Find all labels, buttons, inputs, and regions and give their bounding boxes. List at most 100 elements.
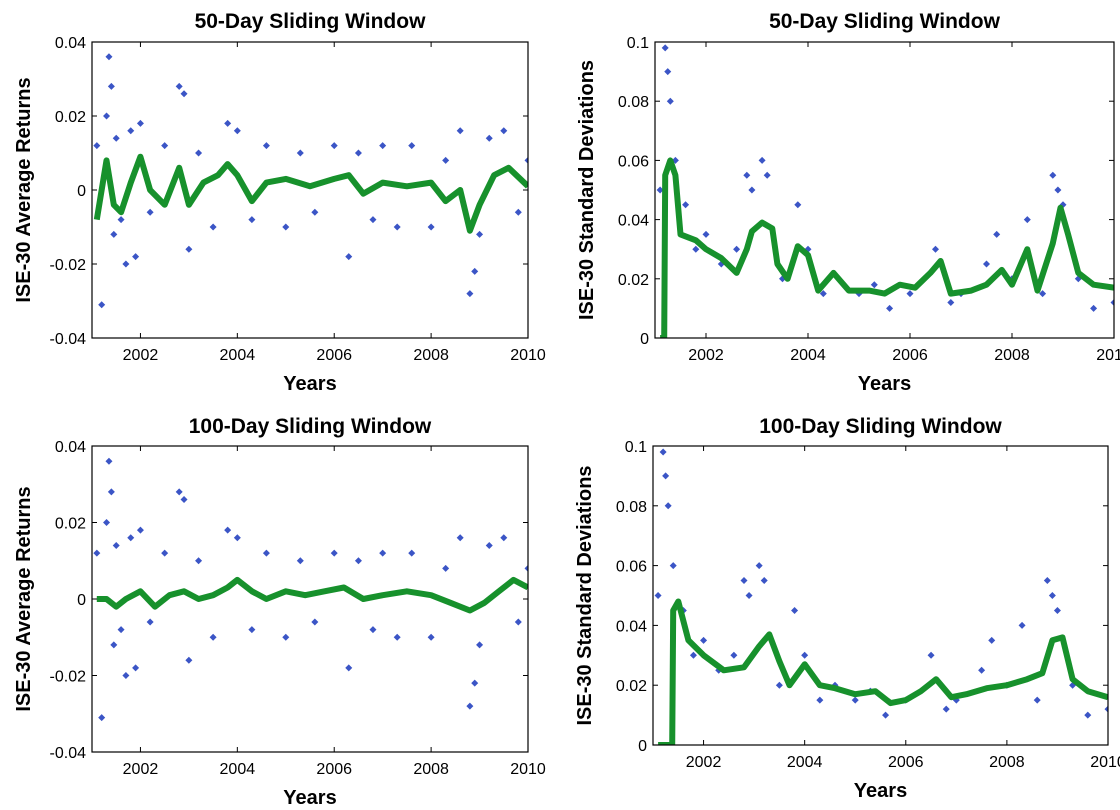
scatter-point xyxy=(500,534,508,542)
scatter-point xyxy=(1018,621,1026,629)
y-axis-label: ISE-30 Standard Deviations xyxy=(574,465,596,725)
scatter-point xyxy=(311,208,319,216)
scatter-point xyxy=(393,633,401,641)
scatter-point xyxy=(514,618,522,626)
moving-average-line xyxy=(658,598,1108,745)
scatter-point xyxy=(136,526,144,534)
scatter-point xyxy=(105,457,113,465)
y-axis-label: ISE-30 Average Returns xyxy=(13,486,35,711)
scatter-point xyxy=(466,290,474,298)
y-tick-label: 0.04 xyxy=(616,618,647,635)
scatter-point xyxy=(942,705,950,713)
scatter-point xyxy=(1039,290,1047,298)
scatter-point xyxy=(947,298,955,306)
x-tick-label: 2008 xyxy=(413,347,449,364)
plot-frame xyxy=(654,41,1115,339)
scatter-point xyxy=(107,488,115,496)
x-tick-label: 2008 xyxy=(989,754,1025,771)
scatter-point xyxy=(471,679,479,687)
y-tick-label: 0.02 xyxy=(55,109,86,126)
scatter-point xyxy=(105,53,113,61)
scatter-point xyxy=(661,44,669,52)
scatter-point xyxy=(485,134,493,142)
scatter-point xyxy=(122,672,130,679)
x-axis-label: Years xyxy=(283,373,336,395)
scatter-point xyxy=(110,641,118,649)
x-tick-label: 2004 xyxy=(790,347,826,364)
moving-average-line xyxy=(96,576,528,614)
scatter-point xyxy=(524,564,528,572)
scatter-point xyxy=(185,245,193,253)
x-tick-label: 2004 xyxy=(220,347,256,364)
scatter-point xyxy=(886,304,894,312)
x-tick-label: 2006 xyxy=(316,761,352,778)
scatter-point xyxy=(117,216,125,224)
scatter-point xyxy=(763,171,771,179)
scatter-point xyxy=(127,127,135,135)
chart-title: 100-Day Sliding Window xyxy=(189,415,432,438)
scatter-point xyxy=(161,142,169,150)
scatter-point xyxy=(442,564,450,572)
x-tick-label: 2010 xyxy=(510,761,546,778)
y-tick-label: -0.04 xyxy=(50,331,87,348)
scatter-point xyxy=(442,156,450,164)
scatter-point xyxy=(988,636,996,644)
scatter-point xyxy=(664,68,672,76)
scatter-point xyxy=(195,557,203,565)
scatter-point xyxy=(1074,275,1082,283)
scatter-point xyxy=(1104,705,1108,713)
scatter-point xyxy=(456,127,464,135)
scatter-point xyxy=(330,142,338,150)
scatter-point xyxy=(819,290,827,298)
scatter-point xyxy=(180,496,188,504)
scatter-point xyxy=(93,549,101,557)
x-tick-label: 2004 xyxy=(787,754,823,771)
x-tick-label: 2002 xyxy=(123,347,159,364)
x-tick-label: 2008 xyxy=(994,347,1030,364)
x-tick-label: 2006 xyxy=(316,347,352,364)
plot-frame xyxy=(91,445,529,753)
y-tick-label: 0 xyxy=(640,331,649,348)
scatter-point xyxy=(906,290,914,298)
scatter-point xyxy=(733,245,741,253)
scatter-point xyxy=(103,519,111,526)
scatter-point xyxy=(127,534,135,542)
scatter-point xyxy=(689,651,697,659)
scatter-point xyxy=(262,549,270,557)
y-axis-label: ISE-30 Standard Deviations xyxy=(576,60,598,320)
scatter-point xyxy=(180,90,188,98)
scatter-point xyxy=(692,245,700,253)
scatter-point xyxy=(466,702,474,710)
scatter-point xyxy=(408,549,416,557)
scatter-point xyxy=(132,664,140,672)
scatter-point xyxy=(112,541,120,549)
scatter-point xyxy=(110,230,118,238)
scatter-point xyxy=(233,534,241,542)
y-tick-label: -0.02 xyxy=(50,257,87,274)
scatter-point xyxy=(669,562,677,570)
y-tick-label: 0.04 xyxy=(55,35,86,52)
scatter-point xyxy=(224,526,232,534)
chart-title: 100-Day Sliding Window xyxy=(759,415,1002,438)
plot-frame xyxy=(652,445,1109,746)
scatter-point xyxy=(791,606,799,614)
scatter-point xyxy=(112,134,120,142)
scatter-point xyxy=(456,534,464,542)
scatter-point xyxy=(282,633,290,641)
scatter-point xyxy=(262,142,270,150)
scatter-point xyxy=(1043,577,1051,585)
scatter-point xyxy=(185,656,193,664)
scatter-point xyxy=(1023,216,1031,224)
scatter-point xyxy=(296,557,304,565)
scatter-point xyxy=(98,714,106,722)
y-tick-label: 0.06 xyxy=(618,153,649,170)
y-tick-label: -0.02 xyxy=(50,669,87,686)
scatter-point xyxy=(136,119,144,127)
scatter-point xyxy=(1090,304,1098,312)
y-tick-label: 0.08 xyxy=(618,94,649,111)
x-tick-label: 2010 xyxy=(510,347,546,364)
y-tick-label: 0.02 xyxy=(616,678,647,695)
scatter-point xyxy=(514,208,522,216)
y-tick-label: 0.04 xyxy=(618,213,649,230)
scatter-point xyxy=(93,142,101,150)
